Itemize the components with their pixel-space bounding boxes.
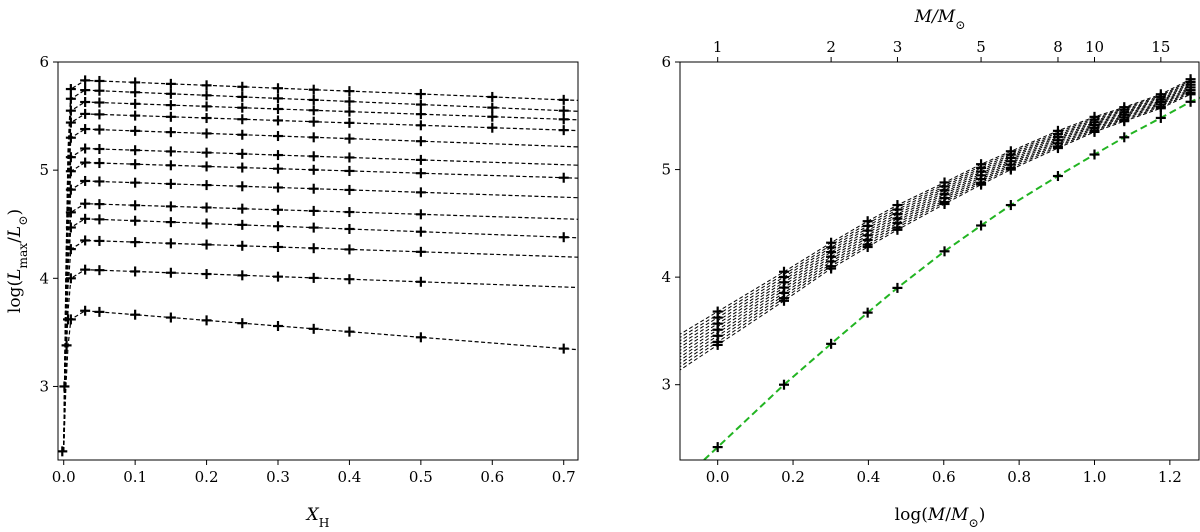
right-top-tick-label-2: 3 — [893, 38, 903, 56]
left-ytick-label-1: 4 — [39, 269, 49, 287]
left-xtick-label-4: 0.4 — [337, 468, 361, 486]
right-ytick-label-3: 6 — [661, 53, 671, 71]
right-ytick-label-2: 5 — [661, 161, 671, 179]
left-curves — [57, 75, 578, 456]
right-black-curve-9 — [673, 92, 1191, 369]
left-series-line-1 — [64, 90, 578, 451]
left-series-line-11 — [64, 270, 578, 452]
left-xtick-label-5: 0.5 — [409, 468, 433, 486]
left-series-line-7 — [64, 181, 578, 451]
right-xtick-label-1: 0.2 — [781, 468, 805, 486]
right-curves — [673, 74, 1200, 482]
left-xtick-label-2: 0.2 — [195, 468, 219, 486]
left-panel-xh-plot: 0.0 0.1 0.2 0.3 0.4 0.5 0.6 0.7 3 4 5 6 XH log(Lmax/L… — [5, 53, 578, 528]
left-series-line-9 — [64, 219, 578, 451]
right-ytick-label-0: 3 — [661, 376, 671, 394]
right-xtick-label-5: 1.0 — [1083, 468, 1107, 486]
left-series-line-6 — [64, 163, 578, 452]
right-panel-mass-plot: 0.0 0.2 0.4 0.6 0.8 1.0 1.2 3 4 5 6 1 2 3 5 8 10 15 log(M/… — [661, 7, 1200, 528]
right-top-tick-label-1: 2 — [826, 38, 836, 56]
left-series-line-2 — [64, 102, 578, 451]
right-xtick-label-2: 0.4 — [856, 468, 880, 486]
left-xtick-label-6: 0.6 — [480, 468, 504, 486]
left-xtick-label-0: 0.0 — [52, 468, 76, 486]
right-xlabel: log(M/M⊙) — [895, 505, 986, 528]
right-top-tick-label-0: 1 — [713, 38, 723, 56]
left-xtick-label-7: 0.7 — [552, 468, 576, 486]
right-top-tick-label-5: 10 — [1085, 38, 1104, 56]
right-top-tick-label-4: 8 — [1053, 38, 1063, 56]
right-xtick-label-3: 0.6 — [932, 468, 956, 486]
left-series-line-10 — [64, 241, 578, 452]
left-series-line-4 — [64, 129, 578, 451]
left-series-line-8 — [64, 204, 578, 452]
right-top-tick-label-3: 5 — [976, 38, 986, 56]
left-series-line-12 — [64, 311, 578, 452]
right-top-tick-label-6: 15 — [1151, 38, 1170, 56]
right-black-curve-10 — [673, 93, 1191, 372]
left-xtick-label-1: 0.1 — [123, 468, 147, 486]
left-ylabel: log(Lmax/L⊙) — [5, 209, 30, 313]
left-ytick-label-0: 3 — [39, 377, 49, 395]
left-series-line-5 — [64, 149, 578, 452]
left-series-line-0 — [64, 80, 578, 451]
right-black-curve-11 — [673, 94, 1191, 375]
left-ytick-label-3: 6 — [39, 53, 49, 71]
right-xtick-label-4: 0.8 — [1007, 468, 1031, 486]
right-xtick-label-6: 1.2 — [1158, 468, 1182, 486]
left-ytick-label-2: 5 — [39, 161, 49, 179]
left-xlabel: XH — [305, 505, 330, 528]
right-ytick-label-1: 4 — [661, 268, 671, 286]
left-xtick-label-3: 0.3 — [266, 468, 290, 486]
right-top-xlabel: M/M⊙ — [914, 7, 966, 32]
right-xtick-label-0: 0.0 — [706, 468, 730, 486]
